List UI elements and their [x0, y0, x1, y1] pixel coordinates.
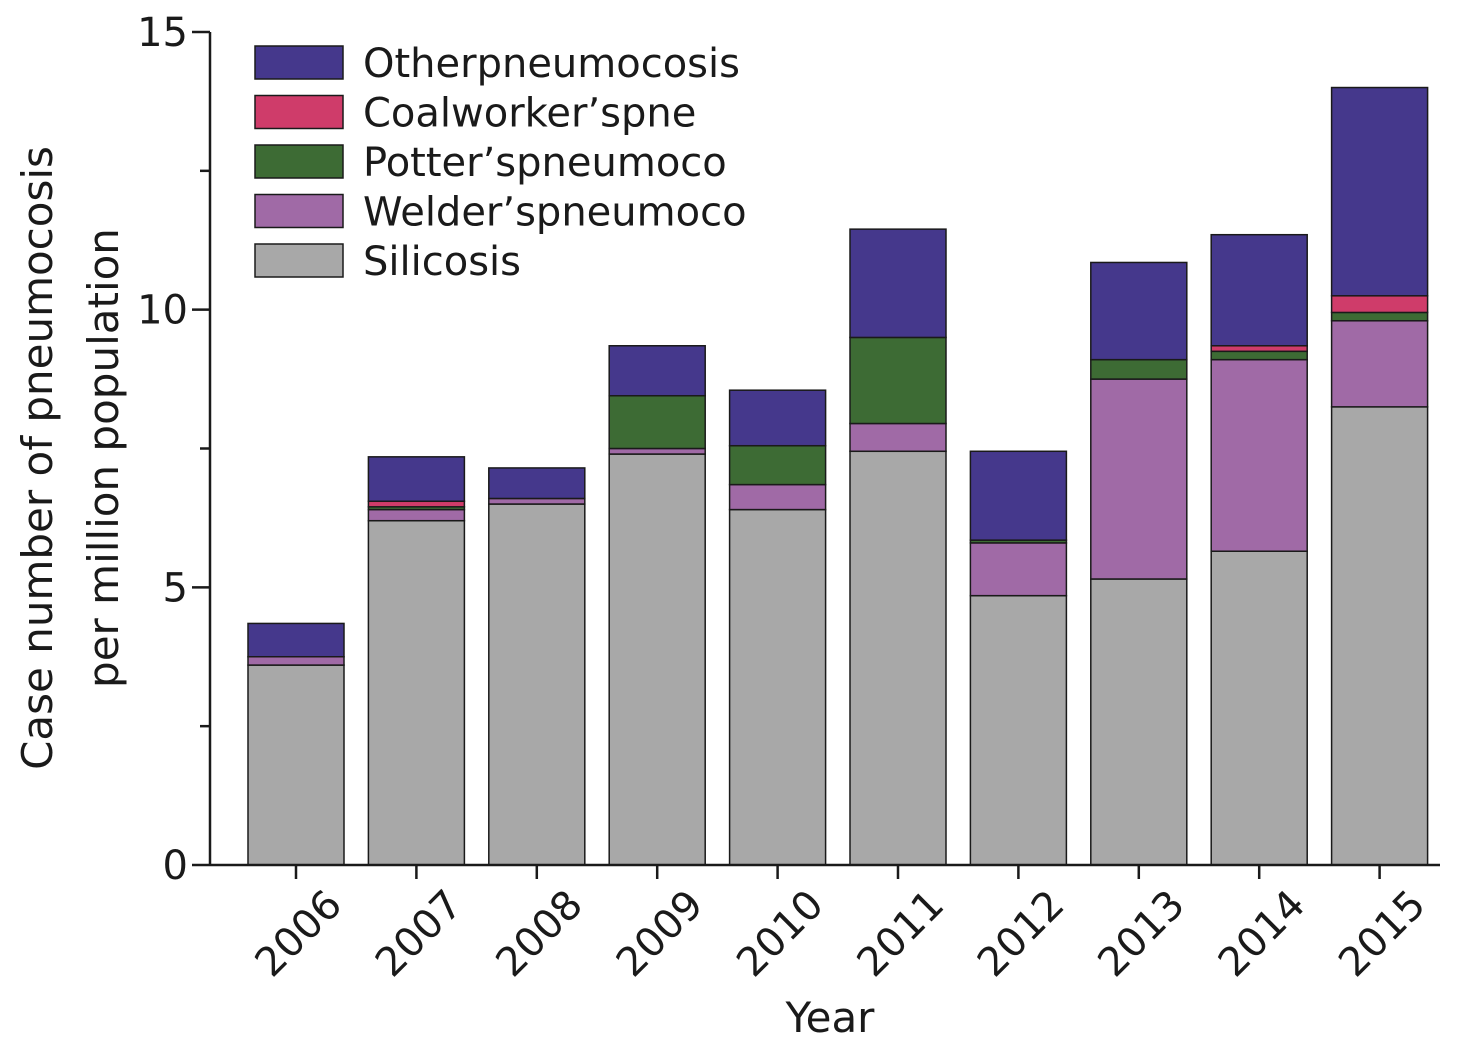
bar-2007-series-4 — [367, 456, 466, 503]
legend-swatch — [254, 45, 344, 80]
bar-2010-series-0 — [728, 508, 827, 866]
legend-label: Silicosis — [363, 239, 521, 285]
bar-2015-series-0 — [1330, 406, 1429, 866]
bar-2011-series-0 — [849, 450, 947, 866]
legend-swatch — [254, 193, 344, 229]
bar-2015-series-2 — [1330, 311, 1429, 322]
x-tick-label: 2012 — [969, 882, 1074, 987]
bar-2013-series-1 — [1090, 378, 1188, 580]
bar-2008-series-1 — [488, 497, 586, 505]
y-axis-title-line-1: Case number of pneumocosis — [13, 146, 62, 770]
bar-2014-series-2 — [1210, 350, 1308, 361]
bar-2012-series-4 — [969, 450, 1068, 541]
bar-2014-series-3 — [1210, 345, 1308, 353]
x-tick-label: 2011 — [849, 882, 954, 987]
legend-label: Coalworker’spne — [363, 91, 696, 137]
x-tick-label: 2007 — [367, 882, 472, 987]
x-tick-label: 2015 — [1330, 882, 1435, 987]
y-tick-label: 10 — [137, 288, 188, 334]
bar-2006-series-0 — [247, 664, 345, 866]
bar-2006-series-1 — [247, 656, 345, 666]
bar-2011-series-2 — [849, 336, 947, 425]
bar-2008-series-0 — [488, 503, 586, 866]
bar-2007-series-1 — [367, 508, 466, 522]
y-axis-title-line-2: per million population — [79, 228, 128, 688]
bar-2010-series-1 — [728, 483, 827, 511]
bar-2006-series-4 — [247, 622, 345, 658]
bar-2014-series-1 — [1210, 358, 1308, 552]
x-tick-label: 2009 — [608, 882, 713, 987]
legend-swatch — [254, 94, 344, 130]
bar-2013-series-0 — [1090, 578, 1188, 866]
bar-2015-series-1 — [1330, 320, 1429, 408]
bar-2015-series-3 — [1330, 295, 1429, 314]
bar-2009-series-1 — [608, 447, 706, 455]
bar-2011-series-4 — [849, 228, 947, 339]
x-tick-label: 2006 — [247, 882, 352, 987]
bar-2014-series-4 — [1210, 233, 1308, 347]
bar-2007-series-0 — [367, 519, 466, 866]
bar-2013-series-4 — [1090, 261, 1188, 361]
bar-2012-series-1 — [969, 542, 1068, 597]
x-axis-title: Year — [785, 993, 876, 1042]
x-tick-label: 2008 — [487, 882, 592, 987]
bars-layer — [247, 86, 1429, 866]
x-tick-label: 2013 — [1089, 882, 1194, 987]
legend-label: Otherpneumocosis — [363, 41, 740, 87]
legend-swatch — [254, 144, 344, 179]
legend: OtherpneumocosisCoalworker’spnePotter’sp… — [254, 41, 747, 285]
y-tick-label: 0 — [163, 843, 188, 889]
bar-2009-series-4 — [608, 345, 706, 397]
axis-titles: Year Case number of pneumocosis per millio… — [13, 146, 875, 1042]
bar-2009-series-2 — [608, 394, 706, 450]
bar-2012-series-0 — [969, 594, 1068, 866]
bar-2009-series-0 — [608, 453, 706, 866]
legend-swatch — [254, 243, 344, 278]
bar-2014-series-0 — [1210, 550, 1308, 866]
x-tick-label: 2010 — [728, 882, 833, 987]
legend-label: Welder’spneumoco — [363, 190, 747, 236]
bar-2015-series-4 — [1330, 86, 1429, 297]
bar-2010-series-4 — [728, 389, 827, 447]
y-tick-label: 15 — [137, 10, 188, 56]
x-tick-label: 2014 — [1210, 882, 1315, 987]
y-tick-label: 5 — [163, 565, 188, 611]
bar-2013-series-2 — [1090, 358, 1188, 380]
bar-2008-series-4 — [488, 467, 586, 500]
bar-2010-series-2 — [728, 444, 827, 486]
bar-2011-series-1 — [849, 422, 947, 453]
legend-label: Potter’spneumoco — [363, 140, 727, 186]
bar-2007-series-3 — [367, 500, 466, 508]
